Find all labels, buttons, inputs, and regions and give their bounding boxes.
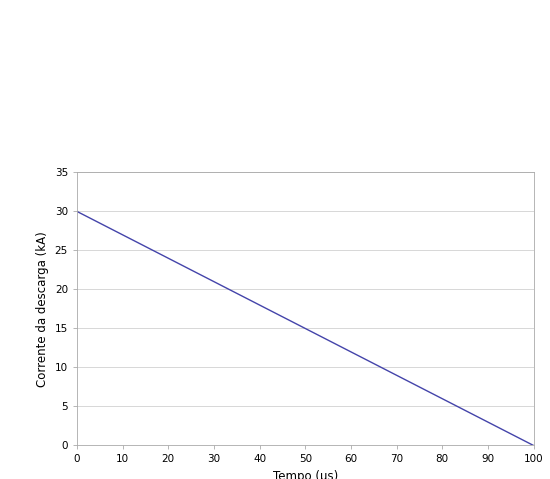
Y-axis label: Corrente da descarga (kA): Corrente da descarga (kA)	[36, 231, 49, 387]
X-axis label: Tempo (μs): Tempo (μs)	[273, 470, 338, 479]
